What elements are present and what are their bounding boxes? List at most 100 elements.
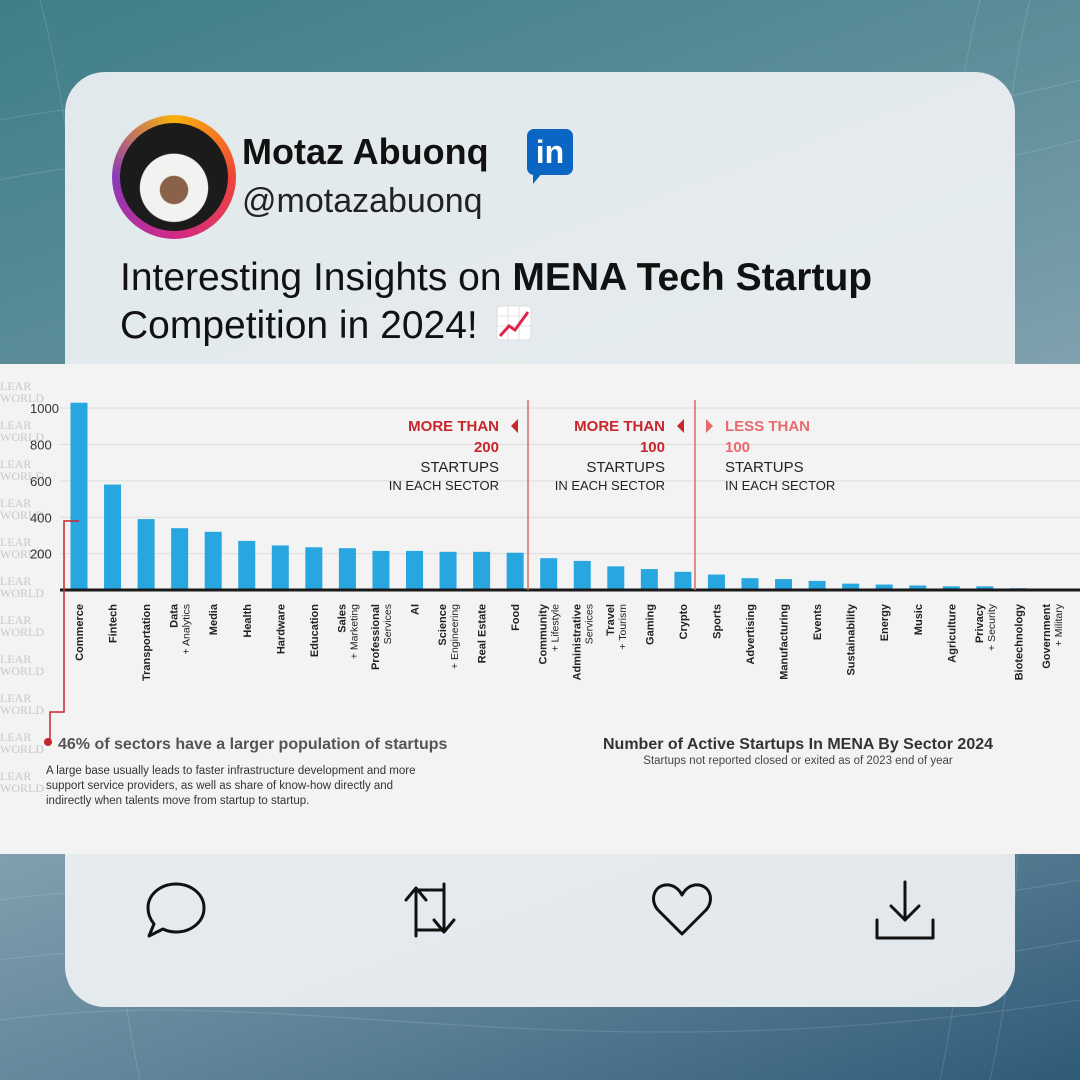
bar bbox=[305, 547, 323, 590]
avatar[interactable] bbox=[120, 123, 228, 231]
x-tick-label-line: + Lifestyle bbox=[550, 604, 562, 652]
x-tick-label-line: Science bbox=[437, 604, 449, 646]
group-line1: STARTUPS bbox=[586, 459, 665, 476]
group-line2: IN EACH SECTOR bbox=[725, 478, 835, 493]
heart-icon[interactable] bbox=[650, 878, 714, 942]
group-number: 100 bbox=[640, 439, 665, 456]
insight-body: A large base usually leads to faster inf… bbox=[46, 765, 415, 807]
x-tick-label-line: Biotechnology bbox=[1013, 603, 1025, 680]
x-tick-label-line: Energy bbox=[879, 603, 891, 641]
watermark-text: WORLD bbox=[0, 664, 44, 678]
watermark-text: WORLD bbox=[0, 469, 44, 483]
bar bbox=[338, 548, 356, 590]
bar bbox=[439, 551, 457, 590]
insight-body-line: indirectly when talents move from startu… bbox=[46, 795, 309, 807]
bar bbox=[406, 550, 423, 590]
x-tick-label: Administrative Services bbox=[571, 604, 595, 680]
y-tick-label: 400 bbox=[30, 510, 52, 525]
bar bbox=[271, 545, 289, 590]
x-tick-label-line: Advertising bbox=[745, 604, 757, 665]
insight-connector bbox=[49, 520, 79, 741]
x-tick-label-line: + Tourism bbox=[617, 604, 629, 650]
x-tick-label: Media bbox=[208, 603, 220, 635]
x-tick-label-line: Professional bbox=[370, 604, 382, 670]
x-tick-label: Transportation bbox=[141, 604, 153, 681]
watermark-text: LEAR bbox=[0, 379, 31, 393]
x-tick-label-line: Community bbox=[538, 603, 550, 664]
insight-title: 46% of sectors have a larger population … bbox=[58, 736, 448, 753]
bar bbox=[238, 540, 256, 590]
x-tick-label-line: + Analytics bbox=[181, 604, 193, 655]
watermark-text: LEAR bbox=[0, 652, 31, 666]
x-tick-label-line: Events bbox=[812, 604, 824, 640]
group-qualifier: MORE THAN bbox=[574, 418, 665, 435]
x-tick-label-line: Travel bbox=[605, 604, 617, 636]
repost-icon[interactable] bbox=[398, 878, 462, 942]
x-tick-label: Sustainability bbox=[846, 603, 858, 675]
bar bbox=[204, 531, 222, 590]
headline-suffix: Competition in 2024! bbox=[120, 304, 478, 347]
chart-panel: LEAR WORLD LEAR WORLD LEAR WORLD LEAR WORLD LEAR… bbox=[0, 364, 1080, 854]
insight-body-line: A large base usually leads to faster inf… bbox=[46, 765, 415, 777]
group-number: 100 bbox=[725, 439, 750, 456]
x-tick-label-line: Real Estate bbox=[477, 604, 489, 663]
linkedin-icon[interactable]: in bbox=[527, 129, 573, 175]
group-arrow-icon bbox=[511, 419, 518, 433]
x-tick-label-line: Agriculture bbox=[946, 604, 958, 663]
author-name[interactable]: Motaz Abuonq bbox=[242, 131, 489, 172]
bar bbox=[909, 585, 927, 590]
author-handle[interactable]: @motazabuonq bbox=[242, 182, 483, 220]
download-icon[interactable] bbox=[873, 878, 937, 942]
watermark-text: WORLD bbox=[0, 547, 44, 561]
group-line1: STARTUPS bbox=[420, 459, 499, 476]
avatar-ring bbox=[112, 115, 236, 239]
bar bbox=[104, 484, 122, 590]
x-tick-label: Travel + Tourism bbox=[605, 604, 629, 650]
x-tick-label-line: Manufacturing bbox=[779, 604, 791, 680]
x-tick-label: Advertising bbox=[745, 604, 757, 665]
x-tick-label: Real Estate bbox=[477, 604, 489, 663]
x-tick-label-line: Administrative bbox=[571, 604, 583, 680]
linkedin-icon-tail bbox=[533, 172, 543, 184]
watermark-text: LEAR bbox=[0, 418, 31, 432]
x-tick-label-line: Food bbox=[510, 604, 522, 631]
x-tick-label-line: + Military bbox=[1053, 603, 1065, 646]
bar bbox=[976, 586, 994, 590]
x-tick-label: Food bbox=[510, 604, 522, 631]
x-tick-label: Government + Military bbox=[1041, 603, 1065, 669]
x-tick-label: Data + Analytics bbox=[169, 603, 193, 654]
group-qualifier: MORE THAN bbox=[408, 418, 499, 435]
bar bbox=[674, 571, 692, 590]
x-tick-label-line: Media bbox=[208, 603, 220, 635]
x-tick-label-line: Fintech bbox=[108, 604, 120, 643]
bar bbox=[842, 583, 860, 590]
comment-icon[interactable] bbox=[144, 878, 208, 942]
group-arrow-icon bbox=[677, 419, 684, 433]
watermark-text: WORLD bbox=[0, 781, 44, 795]
x-tick-label-line: Data bbox=[169, 603, 181, 628]
bar bbox=[540, 558, 558, 590]
x-tick-label: Hardware bbox=[275, 604, 287, 654]
x-tick-label-line: Sales bbox=[336, 604, 348, 633]
x-tick-label-line: Transportation bbox=[141, 604, 153, 681]
x-tick-label-line: Sports bbox=[711, 604, 723, 639]
bar bbox=[506, 552, 524, 590]
bar bbox=[707, 574, 725, 590]
y-tick-label: 200 bbox=[30, 547, 52, 562]
bar bbox=[875, 584, 893, 590]
x-tick-label: Privacy + Security bbox=[974, 603, 998, 651]
watermark-text: LEAR bbox=[0, 574, 31, 588]
bar bbox=[942, 586, 960, 590]
y-tick-label: 800 bbox=[30, 438, 52, 453]
y-tick-label: 600 bbox=[30, 474, 52, 489]
sector-bar-chart: LEARWORLDLEARWORLDLEARWORLDLEARWORLDLEAR… bbox=[0, 379, 1080, 807]
group-line2: IN EACH SECTOR bbox=[555, 478, 665, 493]
headline-bold: MENA Tech Startup bbox=[512, 256, 873, 299]
watermark-text: LEAR bbox=[0, 691, 31, 705]
x-tick-label-line: Gaming bbox=[644, 604, 656, 645]
x-tick-label-line: Services bbox=[382, 604, 394, 644]
chart-increasing-icon bbox=[496, 305, 532, 341]
x-tick-label-line: Music bbox=[913, 604, 925, 635]
x-tick-label: Science + Engineering bbox=[437, 604, 461, 669]
bar bbox=[70, 402, 88, 590]
